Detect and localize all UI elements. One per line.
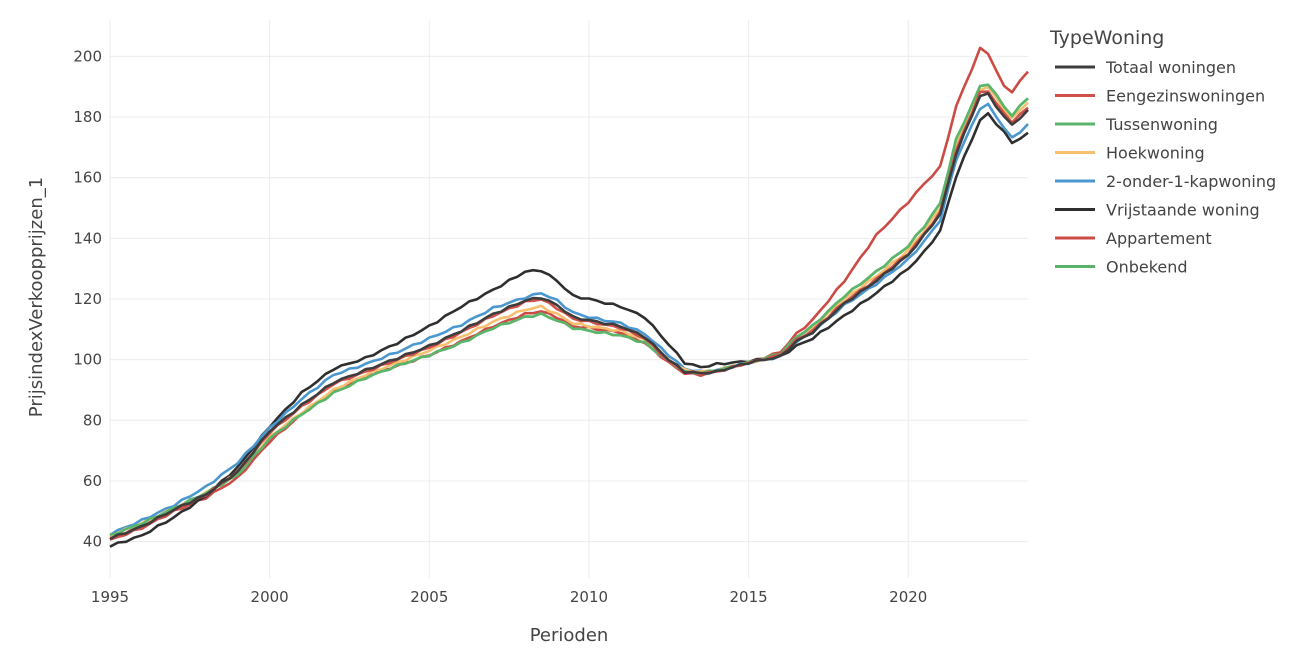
x-axis-ticks: 1995 2000 2005 2010 2015 2020 [91, 588, 927, 606]
series-line [109, 111, 1029, 548]
legend-title: TypeWoning [1049, 27, 1164, 49]
series-line [109, 90, 1029, 541]
x-tick-label: 2015 [730, 588, 768, 606]
series-line [109, 46, 1029, 540]
gridlines [109, 20, 1028, 578]
y-tick-label: 60 [83, 472, 102, 490]
legend-label: Onbekend [1106, 258, 1188, 277]
legend-label: Vrijstaande woning [1106, 201, 1260, 220]
legend-label: Appartement [1106, 229, 1212, 248]
x-tick-label: 2020 [889, 588, 927, 606]
y-tick-label: 160 [73, 169, 102, 187]
x-tick-label: 2010 [570, 588, 608, 606]
legend-label: Hoekwoning [1106, 144, 1205, 163]
y-tick-label: 100 [73, 351, 102, 369]
y-axis-title: PrijsindexVerkoopprijzen_1 [26, 177, 47, 417]
y-tick-label: 40 [83, 533, 102, 551]
x-tick-label: 2005 [410, 588, 448, 606]
y-axis-ticks: 40 60 80 100 120 140 160 180 200 [73, 47, 102, 550]
legend-label: Totaal woningen [1105, 58, 1236, 77]
y-tick-label: 180 [73, 108, 102, 126]
x-axis-title: Perioden [530, 625, 609, 646]
y-tick-label: 80 [83, 411, 102, 429]
x-tick-label: 1995 [91, 588, 129, 606]
series-line [109, 83, 1029, 536]
legend-label: 2-onder-1-kapwoning [1106, 172, 1276, 191]
y-tick-label: 140 [73, 229, 102, 247]
legend-label: Eengezinswoningen [1106, 87, 1265, 106]
series-line [109, 102, 1029, 537]
series-lines [109, 46, 1029, 548]
x-tick-label: 2000 [251, 588, 289, 606]
legend-label: Tussenwoning [1105, 115, 1218, 134]
y-tick-label: 120 [73, 290, 102, 308]
y-tick-label: 200 [73, 47, 102, 65]
legend: TypeWoning Totaal woningen Eengezinswonin… [1049, 27, 1276, 277]
series-line [109, 92, 1029, 541]
